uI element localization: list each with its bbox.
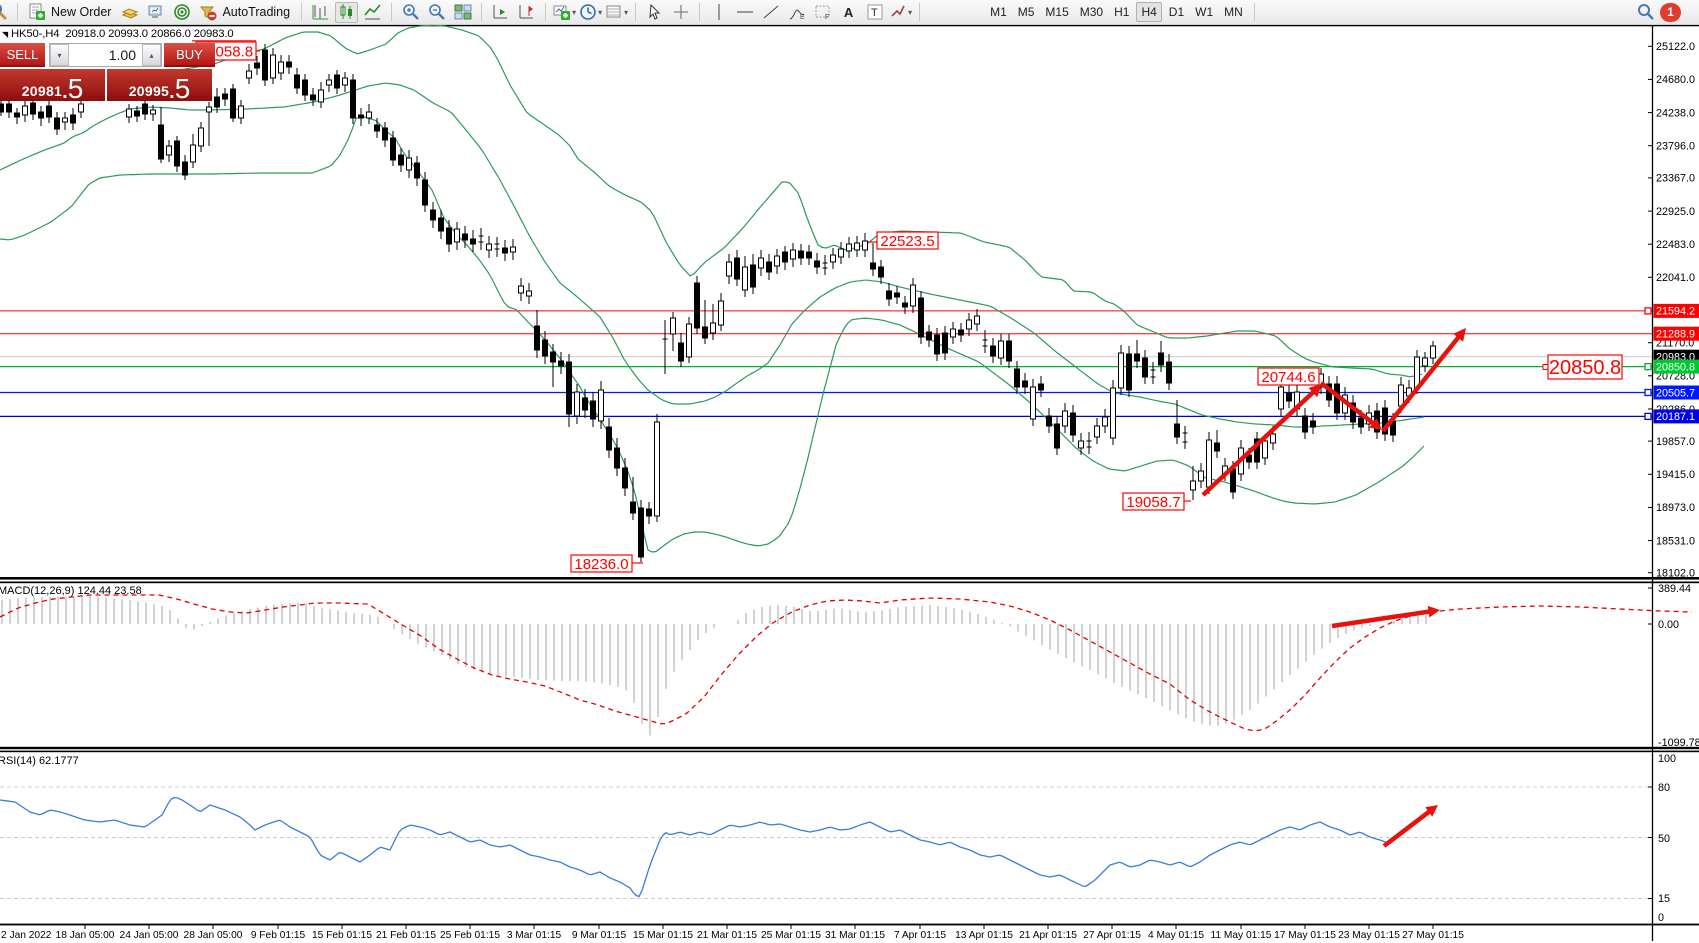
svg-text:21288.9: 21288.9 — [1656, 329, 1695, 341]
svg-text:4 May 01:15: 4 May 01:15 — [1148, 930, 1204, 941]
svg-text:13 Apr 01:15: 13 Apr 01:15 — [955, 930, 1013, 941]
svg-text:15: 15 — [1658, 893, 1670, 905]
svg-text:27 Apr 01:15: 27 Apr 01:15 — [1083, 930, 1141, 941]
svg-text:80: 80 — [1658, 782, 1670, 794]
svg-text:20850.8: 20850.8 — [1656, 361, 1695, 373]
svg-text:19857.0: 19857.0 — [1656, 436, 1695, 448]
svg-text:18236.0: 18236.0 — [574, 556, 628, 573]
svg-text:24238.0: 24238.0 — [1656, 107, 1695, 119]
svg-text:100: 100 — [1658, 753, 1676, 765]
svg-text:23 May 01:15: 23 May 01:15 — [1338, 930, 1400, 941]
svg-text:19058.7: 19058.7 — [1126, 494, 1180, 511]
svg-text:RSI(14) 62.1777: RSI(14) 62.1777 — [0, 755, 79, 767]
svg-text:3 Mar 01:15: 3 Mar 01:15 — [507, 930, 562, 941]
svg-text:21594.2: 21594.2 — [1656, 306, 1695, 318]
svg-text:20850.8: 20850.8 — [1549, 357, 1621, 379]
svg-text:MACD(12,26,9) 124.44 23.58: MACD(12,26,9) 124.44 23.58 — [0, 585, 142, 597]
svg-text:22925.0: 22925.0 — [1656, 206, 1695, 218]
svg-text:23367.0: 23367.0 — [1656, 173, 1695, 185]
svg-text:15 Feb 01:15: 15 Feb 01:15 — [312, 930, 372, 941]
svg-text:18102.0: 18102.0 — [1656, 568, 1695, 580]
svg-text:9 Feb 01:15: 9 Feb 01:15 — [251, 930, 306, 941]
svg-text:15 Mar 01:15: 15 Mar 01:15 — [633, 930, 693, 941]
svg-text:23796.0: 23796.0 — [1656, 141, 1695, 153]
svg-text:25 Feb 01:15: 25 Feb 01:15 — [440, 930, 500, 941]
svg-text:25122.0: 25122.0 — [1656, 41, 1695, 53]
svg-text:9 Mar 01:15: 9 Mar 01:15 — [572, 930, 627, 941]
svg-text:21 Feb 01:15: 21 Feb 01:15 — [376, 930, 436, 941]
svg-text:22523.5: 22523.5 — [880, 233, 934, 250]
svg-text:22483.0: 22483.0 — [1656, 239, 1695, 251]
svg-text:389.44: 389.44 — [1658, 583, 1691, 595]
svg-text:F: F — [825, 14, 829, 21]
svg-text:20505.7: 20505.7 — [1656, 387, 1695, 399]
svg-text:7 Apr 01:15: 7 Apr 01:15 — [894, 930, 946, 941]
svg-text:20187.1: 20187.1 — [1656, 411, 1695, 423]
svg-text:T: T — [871, 7, 878, 19]
svg-text:25 Mar 01:15: 25 Mar 01:15 — [761, 930, 821, 941]
svg-text:31 Mar 01:15: 31 Mar 01:15 — [825, 930, 885, 941]
svg-text:0.00: 0.00 — [1658, 619, 1679, 631]
svg-text:0: 0 — [1658, 912, 1664, 924]
svg-text:17 May 01:15: 17 May 01:15 — [1274, 930, 1336, 941]
svg-text:24680.0: 24680.0 — [1656, 74, 1695, 86]
svg-text:11 May 01:15: 11 May 01:15 — [1211, 930, 1272, 941]
svg-text:21 Apr 01:15: 21 Apr 01:15 — [1019, 930, 1077, 941]
svg-text:-1099.78: -1099.78 — [1658, 737, 1699, 749]
svg-text:50: 50 — [1658, 833, 1670, 845]
svg-text:2 Jan 2022: 2 Jan 2022 — [1, 930, 52, 941]
svg-text:22041.0: 22041.0 — [1656, 272, 1695, 284]
svg-text:20744.6: 20744.6 — [1261, 369, 1315, 386]
svg-text:28 Jan 05:00: 28 Jan 05:00 — [184, 930, 243, 941]
svg-text:21 Mar 01:15: 21 Mar 01:15 — [697, 930, 757, 941]
svg-text:E: E — [800, 14, 805, 21]
svg-text:27 May 01:15: 27 May 01:15 — [1402, 930, 1464, 941]
svg-text:18531.0: 18531.0 — [1656, 535, 1695, 547]
svg-text:18 Jan 05:00: 18 Jan 05:00 — [56, 930, 115, 941]
svg-text:24 Jan 05:00: 24 Jan 05:00 — [120, 930, 179, 941]
svg-text:19415.0: 19415.0 — [1656, 469, 1695, 481]
svg-text:18973.0: 18973.0 — [1656, 502, 1695, 514]
